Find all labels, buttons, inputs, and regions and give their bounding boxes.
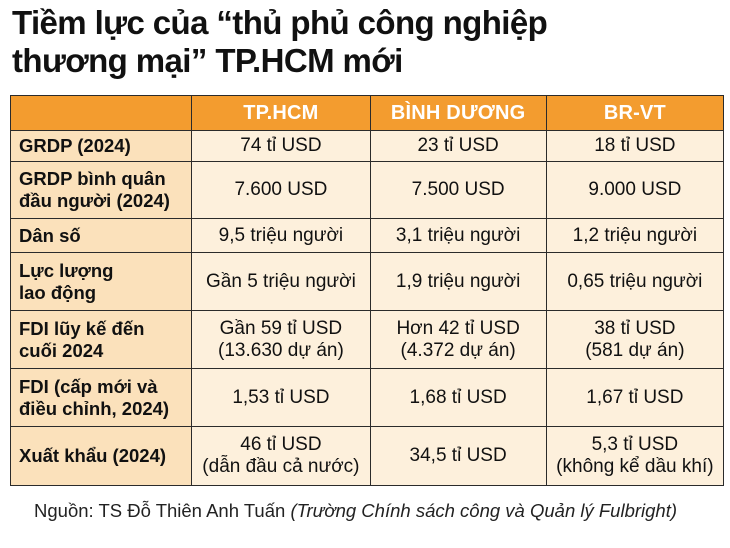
value-line: 7.600 USD <box>234 179 328 201</box>
table-row: Lực lượng lao động Gần 5 triệu người 1,9 tr… <box>9 252 725 312</box>
value-cell: 7.500 USD <box>369 160 547 220</box>
value-cell: 5,3 tỉ USD (không kể dầu khí) <box>545 426 725 486</box>
value-cell: 1,2 triệu người <box>545 218 725 254</box>
value-line: 1,9 triệu người <box>395 270 521 292</box>
value-cell: Gần 5 triệu người <box>191 252 371 312</box>
row-label-cell: GRDP (2024) <box>9 130 193 162</box>
value-cell: 74 tỉ USD <box>191 130 371 162</box>
source-institution: (Trường Chính sách công và Quản lý Fulbr… <box>290 500 678 521</box>
column-header-tphcm: TP.HCM <box>191 95 371 131</box>
row-label-line: điều chỉnh, 2024) <box>19 397 170 419</box>
value-line: 23 tỉ USD <box>417 134 499 156</box>
column-header-brvt: BR-VT <box>545 95 725 131</box>
value-cell: 1,9 triệu người <box>369 252 547 312</box>
value-line: (không kể dầu khí) <box>556 456 714 477</box>
value-cell: 9,5 triệu người <box>191 218 371 254</box>
value-cell: 18 tỉ USD <box>545 130 725 162</box>
row-label-cell: GRDP bình quân đầu người (2024) <box>9 160 193 220</box>
value-line: Hơn 42 tỉ USD <box>396 317 520 339</box>
value-cell: 1,53 tỉ USD <box>191 368 371 427</box>
value-line: 1,67 tỉ USD <box>586 386 684 408</box>
row-label-cell: FDI lũy kế đến cuối 2024 <box>9 310 193 370</box>
value-cell: 1,68 tỉ USD <box>369 368 547 427</box>
row-label-line: GRDP bình quân <box>19 168 166 190</box>
row-label-cell: Xuất khẩu (2024) <box>9 426 193 486</box>
value-line: 74 tỉ USD <box>240 134 322 156</box>
row-label-cell: FDI (cấp mới và điều chỉnh, 2024) <box>9 368 193 427</box>
source-note: Nguồn: TS Đỗ Thiên Anh Tuấn (Trường Chín… <box>34 499 724 523</box>
table-row: GRDP bình quân đầu người (2024) 7.600 USD 7… <box>9 160 725 220</box>
value-cell: 7.600 USD <box>191 160 371 220</box>
value-line: 9.000 USD <box>588 179 682 201</box>
value-line: 3,1 triệu người <box>395 224 521 246</box>
source-prefix: Nguồn: TS Đỗ Thiên Anh Tuấn <box>34 500 291 521</box>
header-corner-cell <box>9 95 193 131</box>
value-line: 38 tỉ USD <box>594 317 676 339</box>
value-line: Gần 59 tỉ USD <box>219 317 343 339</box>
row-label-line: GRDP (2024) <box>19 134 131 156</box>
row-label-cell: Dân số <box>9 218 193 254</box>
value-line: Gần 5 triệu người <box>206 270 356 292</box>
table-row: FDI (cấp mới và điều chỉnh, 2024) 1,53 tỉ … <box>9 368 725 427</box>
value-line: 9,5 triệu người <box>218 224 344 246</box>
value-cell: 23 tỉ USD <box>369 130 547 162</box>
value-cell: Gần 59 tỉ USD (13.630 dự án) <box>191 310 371 370</box>
value-cell: 34,5 tỉ USD <box>369 426 547 486</box>
row-label-line: FDI (cấp mới và <box>19 375 158 397</box>
table-row: GRDP (2024) 74 tỉ USD 23 tỉ USD 18 tỉ USD <box>9 130 725 162</box>
table-row: Dân số 9,5 triệu người 3,1 triệu người 1,2 … <box>9 218 725 254</box>
value-line: 7.500 USD <box>411 179 505 201</box>
row-label-line: Dân số <box>19 224 81 246</box>
value-line: 1,68 tỉ USD <box>409 386 507 408</box>
value-line: 0,65 triệu người <box>567 270 703 292</box>
value-line: (dẫn đầu cả nước) <box>202 456 360 477</box>
value-cell: 46 tỉ USD (dẫn đầu cả nước) <box>191 426 371 486</box>
title-line-1: Tiềm lực của “thủ phủ công nghiệp <box>12 4 548 41</box>
value-cell: 3,1 triệu người <box>369 218 547 254</box>
value-cell: 1,67 tỉ USD <box>545 368 725 427</box>
value-cell: Hơn 42 tỉ USD (4.372 dự án) <box>369 310 547 370</box>
infographic-title: Tiềm lực của “thủ phủ công nghiệp thương… <box>12 4 722 80</box>
value-line: (13.630 dự án) <box>218 339 344 361</box>
value-line: (581 dự án) <box>585 339 685 361</box>
title-line-2: thương mại” TP.HCM mới <box>12 42 403 79</box>
value-line: 1,2 triệu người <box>572 224 698 246</box>
column-header-binh-duong: BÌNH DƯƠNG <box>369 95 547 131</box>
value-cell: 9.000 USD <box>545 160 725 220</box>
row-label-line: Xuất khẩu (2024) <box>19 445 167 466</box>
row-label-line: Lực lượng <box>19 259 114 281</box>
row-label-line: cuối 2024 <box>19 339 104 361</box>
table-row: FDI lũy kế đến cuối 2024 Gần 59 tỉ USD (13.… <box>9 310 725 370</box>
value-line: 5,3 tỉ USD <box>591 434 679 455</box>
row-label-line: đầu người (2024) <box>19 190 170 212</box>
value-cell: 38 tỉ USD (581 dự án) <box>545 310 725 370</box>
row-label-line: FDI lũy kế đến <box>19 317 145 339</box>
value-cell: 0,65 triệu người <box>545 252 725 312</box>
comparison-table: TP.HCM BÌNH DƯƠNG BR-VT GRDP (2024) 74 tỉ… <box>9 95 725 486</box>
table-row: Xuất khẩu (2024) 46 tỉ USD (dẫn đầu cả nướ… <box>9 426 725 486</box>
table-header-row: TP.HCM BÌNH DƯƠNG BR-VT <box>9 95 725 131</box>
value-line: 34,5 tỉ USD <box>409 445 507 466</box>
value-line: 1,53 tỉ USD <box>232 386 330 408</box>
value-line: 18 tỉ USD <box>594 134 676 156</box>
row-label-line: lao động <box>19 281 97 303</box>
value-line: (4.372 dự án) <box>400 339 516 361</box>
row-label-cell: Lực lượng lao động <box>9 252 193 312</box>
table-body: GRDP (2024) 74 tỉ USD 23 tỉ USD 18 tỉ USD GR… <box>9 130 725 486</box>
value-line: 46 tỉ USD <box>240 434 322 455</box>
